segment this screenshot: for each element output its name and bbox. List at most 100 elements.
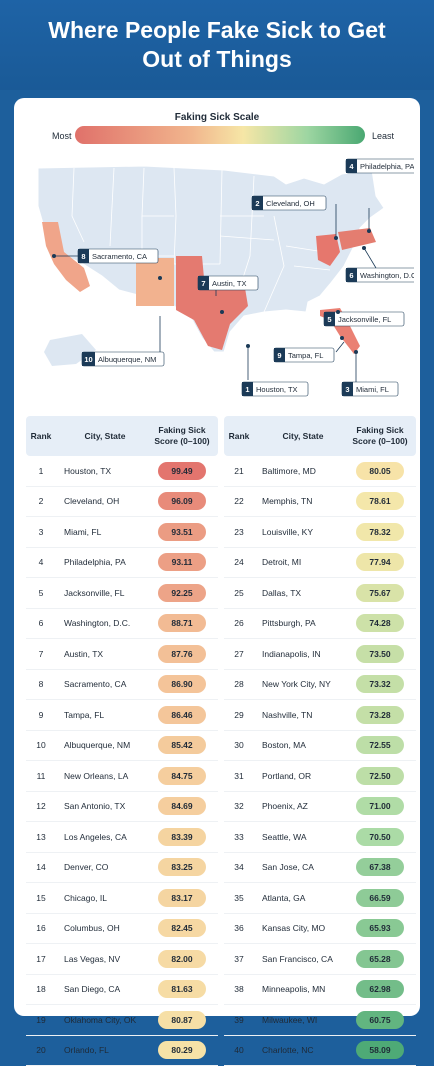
score-cell: 60.75 <box>344 1011 416 1029</box>
city-cell: Washington, D.C. <box>56 618 146 628</box>
rank-cell: 16 <box>26 923 56 933</box>
table-header: Rank City, State Faking Sick Score (0–10… <box>224 416 416 456</box>
city-dot-miami <box>354 350 358 354</box>
score-cell: 74.28 <box>344 614 416 632</box>
city-cell: Atlanta, GA <box>254 893 344 903</box>
city-cell: Detroit, MI <box>254 557 344 567</box>
score-pill: 65.28 <box>356 950 404 968</box>
city-cell: Miami, FL <box>56 527 146 537</box>
callout-label: Houston, TX <box>256 385 298 394</box>
rank-cell: 18 <box>26 984 56 994</box>
callout-label: Cleveland, OH <box>266 199 315 208</box>
rank-cell: 11 <box>26 771 56 781</box>
score-pill: 80.29 <box>158 1041 206 1059</box>
state-new-mexico <box>136 258 174 306</box>
score-pill: 66.59 <box>356 889 404 907</box>
city-cell: Austin, TX <box>56 649 146 659</box>
callout-label: Sacramento, CA <box>92 252 147 261</box>
city-cell: Indianapolis, IN <box>254 649 344 659</box>
ranking-table-right: Rank City, State Faking Sick Score (0–10… <box>224 416 416 1066</box>
score-cell: 66.59 <box>344 889 416 907</box>
rank-cell: 20 <box>26 1045 56 1055</box>
rank-cell: 36 <box>224 923 254 933</box>
score-cell: 78.32 <box>344 523 416 541</box>
rank-cell: 10 <box>26 740 56 750</box>
score-pill: 58.09 <box>356 1041 404 1059</box>
header-city: City, State <box>254 431 344 442</box>
score-pill: 72.55 <box>356 736 404 754</box>
callout-label: Jacksonville, FL <box>338 315 391 324</box>
city-cell: Los Angeles, CA <box>56 832 146 842</box>
score-cell: 62.98 <box>344 980 416 998</box>
city-dot-houston <box>246 344 250 348</box>
city-dot-tampa <box>340 336 344 340</box>
score-pill: 65.93 <box>356 919 404 937</box>
callout-rank: 1 <box>245 385 249 394</box>
score-pill: 99.49 <box>158 462 206 480</box>
callout-rank: 3 <box>345 385 349 394</box>
score-cell: 88.71 <box>146 614 218 632</box>
rank-cell: 5 <box>26 588 56 598</box>
rank-cell: 8 <box>26 679 56 689</box>
city-cell: Memphis, TN <box>254 496 344 506</box>
score-cell: 84.75 <box>146 767 218 785</box>
header-city: City, State <box>56 431 146 442</box>
rank-cell: 1 <box>26 466 56 476</box>
header: Where People Fake Sick to Get Out of Thi… <box>0 0 434 90</box>
score-pill: 84.69 <box>158 797 206 815</box>
rank-cell: 28 <box>224 679 254 689</box>
header-score: Faking Sick Score (0–100) <box>344 425 416 447</box>
score-pill: 71.00 <box>356 797 404 815</box>
rank-cell: 2 <box>26 496 56 506</box>
score-pill: 78.61 <box>356 492 404 510</box>
city-dot-philadelphia <box>367 229 371 233</box>
score-pill: 83.17 <box>158 889 206 907</box>
rank-cell: 34 <box>224 862 254 872</box>
score-cell: 92.25 <box>146 584 218 602</box>
score-cell: 78.61 <box>344 492 416 510</box>
header-rank: Rank <box>224 431 254 442</box>
score-cell: 70.50 <box>344 828 416 846</box>
score-pill: 72.50 <box>356 767 404 785</box>
score-cell: 99.49 <box>146 462 218 480</box>
city-cell: Dallas, TX <box>254 588 344 598</box>
score-cell: 81.63 <box>146 980 218 998</box>
rank-cell: 37 <box>224 954 254 964</box>
header-rank: Rank <box>26 431 56 442</box>
city-cell: Columbus, OH <box>56 923 146 933</box>
score-pill: 74.28 <box>356 614 404 632</box>
callout-label: Albuquerque, NM <box>98 355 156 364</box>
city-cell: Phoenix, AZ <box>254 801 344 811</box>
score-pill: 78.32 <box>356 523 404 541</box>
score-pill: 73.32 <box>356 675 404 693</box>
callout-label: Philadelphia, PA <box>360 162 414 171</box>
score-cell: 85.42 <box>146 736 218 754</box>
city-cell: Oklahoma City, OK <box>56 1015 146 1025</box>
rank-cell: 4 <box>26 557 56 567</box>
city-cell: Louisville, KY <box>254 527 344 537</box>
city-cell: Boston, MA <box>254 740 344 750</box>
score-pill: 82.45 <box>158 919 206 937</box>
score-pill: 84.75 <box>158 767 206 785</box>
score-pill: 81.63 <box>158 980 206 998</box>
score-cell: 84.69 <box>146 797 218 815</box>
city-cell: Philadelphia, PA <box>56 557 146 567</box>
city-cell: San Antonio, TX <box>56 801 146 811</box>
city-dot-jacksonville <box>336 310 340 314</box>
score-cell: 82.00 <box>146 950 218 968</box>
